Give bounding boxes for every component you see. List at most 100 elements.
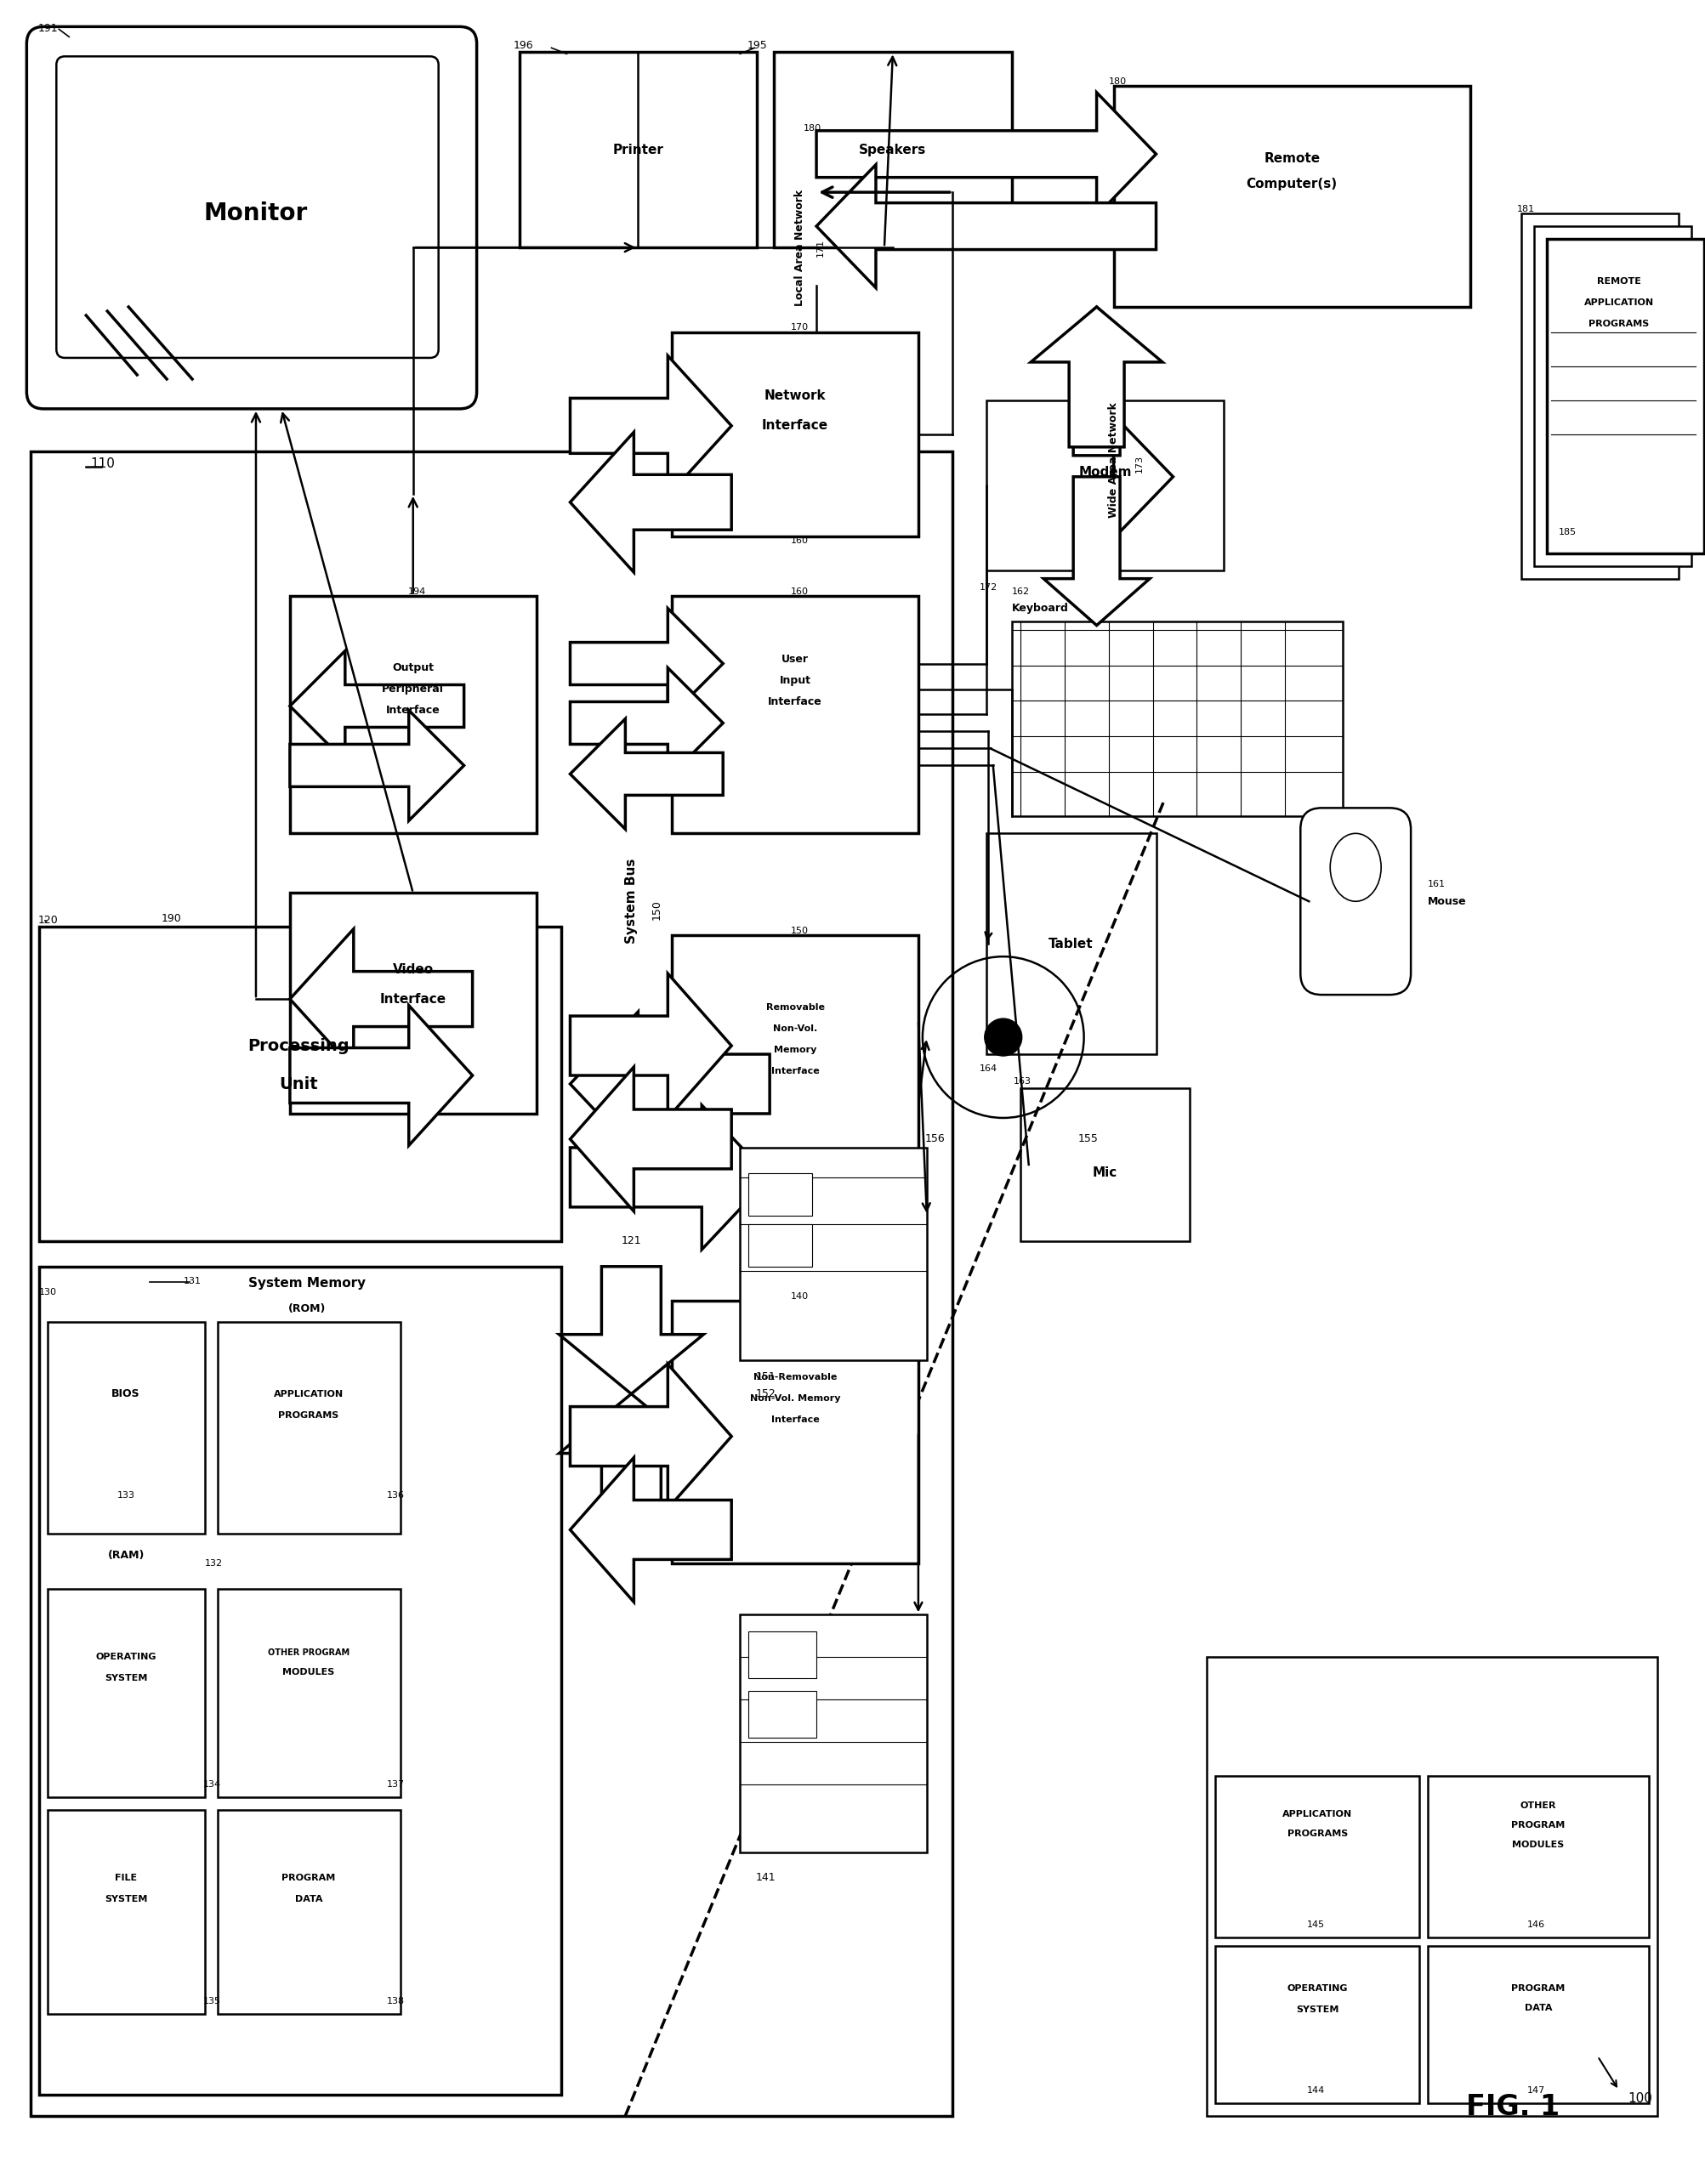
Polygon shape — [290, 651, 464, 762]
Polygon shape — [817, 164, 1156, 288]
Text: Non-Removable: Non-Removable — [754, 1374, 837, 1380]
Text: PROGRAM: PROGRAM — [1511, 1983, 1565, 1992]
Text: 185: 185 — [1558, 529, 1575, 537]
Bar — [672, 332, 917, 537]
Bar — [672, 935, 917, 1199]
Bar — [672, 1299, 917, 1564]
Text: 140: 140 — [789, 1293, 808, 1299]
Text: 145: 145 — [1306, 1920, 1325, 1928]
Bar — [31, 452, 951, 2116]
Text: APPLICATION: APPLICATION — [1282, 1811, 1352, 1819]
Text: 171: 171 — [817, 238, 825, 256]
Polygon shape — [290, 710, 464, 821]
Polygon shape — [569, 668, 723, 778]
Text: 141: 141 — [755, 1872, 776, 1883]
Text: Interface: Interface — [385, 705, 440, 716]
Text: Interface: Interface — [771, 1068, 818, 1075]
Polygon shape — [1113, 415, 1173, 537]
Text: APPLICATION: APPLICATION — [273, 1389, 343, 1398]
Polygon shape — [290, 928, 472, 1070]
Text: 156: 156 — [924, 1133, 945, 1144]
Bar — [48, 1590, 205, 1797]
Text: 121: 121 — [621, 1236, 641, 1247]
Bar — [218, 1590, 401, 1797]
Bar — [1020, 1088, 1190, 1241]
Text: 134: 134 — [203, 1780, 220, 1789]
Polygon shape — [569, 356, 731, 496]
Text: 150: 150 — [651, 900, 662, 919]
Bar — [1011, 620, 1342, 817]
FancyBboxPatch shape — [1299, 808, 1410, 994]
Text: 146: 146 — [1526, 1920, 1545, 1928]
Text: 196: 196 — [513, 39, 534, 50]
Polygon shape — [559, 1267, 702, 1393]
Polygon shape — [817, 92, 1156, 216]
Text: 147: 147 — [1526, 2086, 1545, 2094]
Text: OTHER: OTHER — [1519, 1802, 1555, 1811]
Text: Monitor: Monitor — [205, 201, 309, 225]
Text: 151: 151 — [755, 1372, 776, 1382]
Text: Processing: Processing — [247, 1037, 350, 1055]
Bar — [48, 1321, 205, 1533]
Text: 130: 130 — [39, 1289, 56, 1297]
Polygon shape — [1043, 476, 1149, 625]
Text: PROGRAMS: PROGRAMS — [1587, 319, 1649, 328]
Text: Unit: Unit — [280, 1077, 317, 1092]
Bar — [748, 1631, 817, 1677]
Text: Mouse: Mouse — [1427, 895, 1466, 906]
Text: 173: 173 — [1134, 454, 1142, 474]
Text: MODULES: MODULES — [283, 1669, 334, 1677]
Bar — [290, 893, 535, 1114]
Bar — [748, 1173, 812, 1216]
Text: 172: 172 — [979, 583, 997, 592]
Text: 136: 136 — [387, 1492, 404, 1500]
Text: PROGRAMS: PROGRAMS — [278, 1411, 339, 1420]
Bar — [740, 1614, 926, 1852]
Text: 190: 190 — [160, 913, 181, 924]
Text: 155: 155 — [1078, 1133, 1098, 1144]
Text: 164: 164 — [979, 1064, 997, 1072]
Text: PROGRAM: PROGRAM — [281, 1874, 336, 1883]
Circle shape — [984, 1018, 1021, 1055]
Text: 195: 195 — [747, 39, 767, 50]
Polygon shape — [569, 719, 723, 830]
Text: Interface: Interface — [762, 419, 829, 432]
Text: 160: 160 — [789, 587, 808, 596]
Bar — [39, 926, 561, 1241]
Text: Mic: Mic — [1093, 1166, 1117, 1179]
Bar — [748, 1223, 812, 1267]
Bar — [1216, 1776, 1419, 1937]
Bar — [518, 52, 757, 247]
Text: 163: 163 — [1013, 1077, 1032, 1085]
Text: Remote: Remote — [1263, 153, 1320, 164]
Text: Interface: Interface — [771, 1415, 818, 1424]
Bar — [1207, 1658, 1656, 2116]
Text: 180: 180 — [1108, 79, 1127, 85]
Bar — [48, 1811, 205, 2014]
Text: PROGRAMS: PROGRAMS — [1287, 1830, 1347, 1839]
Polygon shape — [569, 1105, 769, 1249]
FancyBboxPatch shape — [27, 26, 476, 408]
Text: DATA: DATA — [295, 1896, 322, 1904]
Polygon shape — [569, 609, 723, 719]
Bar — [1533, 227, 1690, 566]
Text: DATA: DATA — [1524, 2003, 1552, 2011]
Bar — [1427, 1776, 1647, 1937]
Text: Interface: Interface — [380, 994, 447, 1005]
Text: Removable: Removable — [766, 1002, 824, 1011]
Text: SYSTEM: SYSTEM — [1296, 2005, 1338, 2014]
Text: FILE: FILE — [114, 1874, 136, 1883]
Text: 131: 131 — [182, 1278, 201, 1284]
Text: 150: 150 — [789, 926, 808, 935]
Polygon shape — [569, 1068, 731, 1212]
Polygon shape — [290, 1005, 472, 1144]
Text: OPERATING: OPERATING — [95, 1653, 157, 1662]
Text: Speakers: Speakers — [859, 144, 926, 157]
Text: Keyboard: Keyboard — [1011, 603, 1067, 614]
Text: Non-Vol. Memory: Non-Vol. Memory — [750, 1393, 841, 1402]
Text: 100: 100 — [1627, 2092, 1652, 2105]
Text: 191: 191 — [38, 22, 58, 35]
Polygon shape — [1043, 308, 1149, 456]
Polygon shape — [569, 1457, 731, 1601]
Text: Input: Input — [779, 675, 810, 686]
